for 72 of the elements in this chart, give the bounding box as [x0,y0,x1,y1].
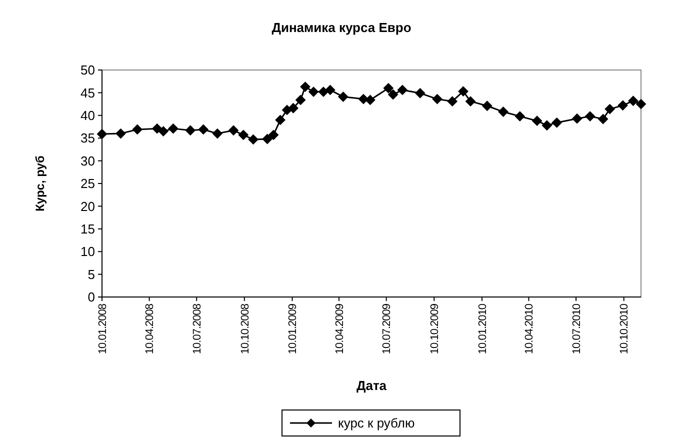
point [275,114,286,125]
point [628,96,638,106]
x-axis-title: Дата [356,378,388,393]
point [268,130,279,140]
point [325,84,336,95]
x-tick-label: 10.04.2009 [334,304,346,354]
y-tick-label: 45 [80,85,95,100]
y-tick-label: 10 [80,244,95,260]
point [532,116,542,126]
point [212,128,222,139]
point [383,83,394,94]
x-tick-label: 10.01.2008 [96,304,109,354]
point [198,124,208,134]
point [288,103,298,114]
point [238,130,248,140]
point [415,88,426,98]
point [388,90,398,100]
point [358,94,368,104]
y-tick-label: 30 [80,153,95,168]
x-tick-label: 10.04.2010 [524,304,536,354]
point [552,118,562,128]
y-tick-label: 20 [80,198,95,214]
x-tick-label: 10.10.2008 [239,304,252,354]
x-tick-label: 10.10.2009 [428,304,441,354]
point [158,126,168,136]
point [248,134,258,144]
point [116,128,126,139]
point [598,114,608,124]
x-tick-label: 10.07.2009 [381,304,394,354]
point [308,86,319,97]
point [318,86,328,97]
point [397,84,408,95]
x-tick-label: 10.07.2010 [570,304,583,354]
chart-title: Динамика курса Евро [272,20,412,35]
point [132,124,142,134]
y-tick-label: 0 [88,290,95,305]
point [604,104,615,114]
point [466,96,476,106]
point [514,111,525,122]
y-tick-label: 50 [80,62,95,78]
y-axis-title: Курс, руб [33,156,47,212]
point [458,86,468,96]
point [168,124,178,134]
y-tick-label: 25 [80,176,95,192]
point [482,100,492,111]
point [447,96,458,106]
x-tick-label: 10.04.2008 [144,304,156,354]
point [296,94,306,105]
point [618,100,628,110]
y-tick-label: 15 [80,221,95,236]
point [572,114,582,124]
x-tick-label: 10.07.2008 [191,304,204,354]
x-tick-label: 10.10.2010 [618,304,631,354]
point [542,120,552,130]
x-tick-label: 10.01.2010 [476,304,489,354]
point [97,129,107,140]
point [228,125,238,136]
x-tick-label: 10.01.2009 [287,304,300,354]
y-tick-label: 40 [80,108,95,123]
y-tick-label: 5 [88,266,95,282]
point [636,99,646,110]
point [300,82,310,92]
point [262,134,272,144]
point [185,125,196,136]
point [152,124,162,134]
point [498,106,508,117]
y-tick-label: 35 [80,130,95,146]
point [365,94,376,105]
legend-label: курс к рублю [338,416,416,431]
point [432,94,442,104]
point [585,111,596,122]
point [338,92,348,102]
